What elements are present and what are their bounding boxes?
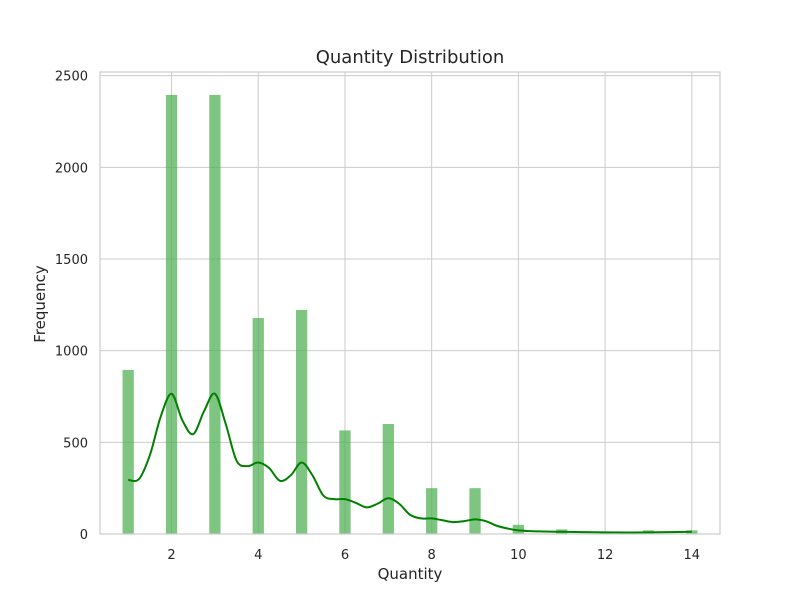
x-axis-label: Quantity (378, 565, 443, 583)
x-tick-label: 6 (341, 548, 349, 563)
x-tick-label: 4 (254, 548, 262, 563)
axes-frame (99, 71, 721, 535)
y-tick-label: 1500 (55, 253, 88, 268)
kde-curve (128, 392, 692, 534)
chart-title: Quantity Distribution (316, 47, 505, 68)
histogram-bar (426, 488, 438, 534)
histogram-bars (122, 94, 698, 535)
y-tick-label: 0 (80, 528, 88, 543)
y-tick-label: 2000 (55, 161, 88, 176)
kde-curve-group (128, 392, 692, 534)
x-tick-label: 14 (684, 548, 701, 563)
x-tick-label: 8 (428, 548, 436, 563)
y-axis-label: Frequency (31, 265, 49, 343)
histogram-bar (122, 369, 134, 534)
histogram-bar (382, 424, 394, 534)
histogram-bar (469, 488, 481, 534)
y-tick-labels: 0 500 1000 1500 2000 2500 (55, 70, 88, 543)
grid-lines (100, 72, 720, 535)
y-tick-label: 2500 (55, 70, 88, 85)
y-tick-label: 1000 (55, 345, 88, 360)
histogram-bar (209, 94, 221, 535)
y-tick-label: 500 (63, 436, 88, 451)
plot-border (99, 71, 721, 535)
histogram-bar (339, 430, 351, 534)
histogram-bar (252, 318, 264, 534)
histogram-bar (165, 94, 178, 535)
x-tick-label: 12 (597, 548, 614, 563)
histogram-bar (295, 309, 308, 534)
x-tick-label: 2 (167, 548, 175, 563)
x-tick-labels: 2 4 6 8 10 12 14 (167, 548, 700, 563)
x-tick-label: 10 (510, 548, 527, 563)
